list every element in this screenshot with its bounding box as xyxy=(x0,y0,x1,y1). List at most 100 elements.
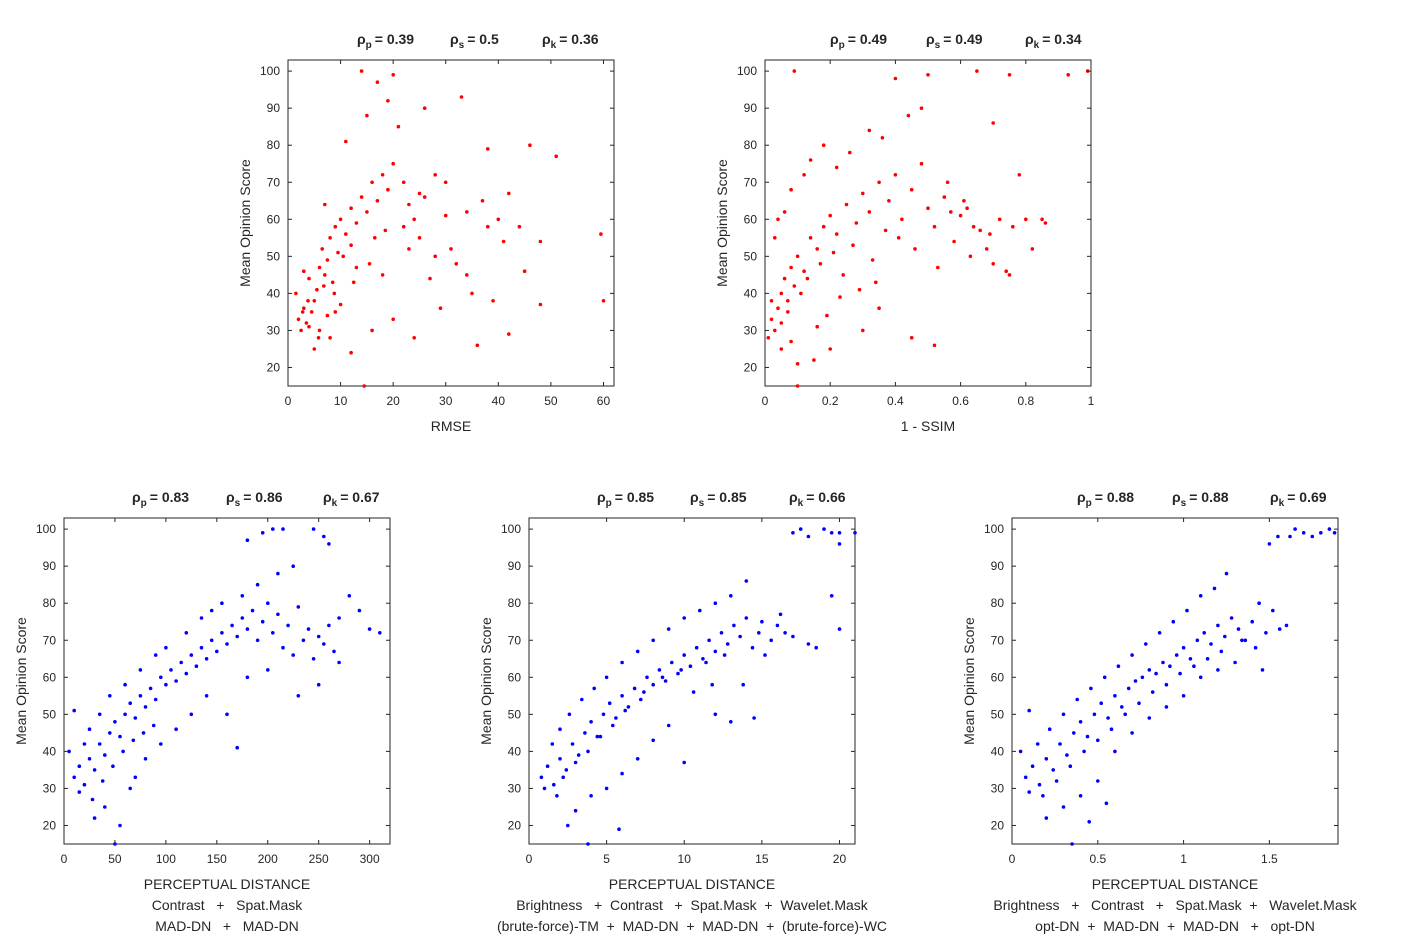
y-tick-label: 70 xyxy=(744,175,758,189)
data-point xyxy=(296,694,301,698)
data-point xyxy=(1229,616,1234,620)
data-point xyxy=(1250,619,1254,624)
x-tick-label: 50 xyxy=(108,852,122,866)
data-point xyxy=(620,660,624,665)
rho-value: = 0.5 xyxy=(467,31,499,47)
data-point xyxy=(614,716,618,720)
data-point xyxy=(978,228,982,233)
data-point xyxy=(744,579,749,583)
data-point xyxy=(199,616,204,620)
x-tick-label: 0 xyxy=(285,394,292,408)
data-point xyxy=(1030,764,1035,768)
data-point xyxy=(1277,627,1282,631)
data-point xyxy=(386,187,390,192)
data-point xyxy=(538,239,543,244)
data-point xyxy=(877,180,881,185)
data-point xyxy=(991,262,995,266)
x-tick-label: 300 xyxy=(360,852,380,866)
x-tick-label: 0 xyxy=(61,852,68,866)
data-point xyxy=(595,734,600,739)
data-point xyxy=(367,627,372,631)
y-tick-label: 100 xyxy=(984,522,1004,536)
data-point xyxy=(143,757,148,761)
data-point xyxy=(312,347,317,351)
data-point xyxy=(792,69,797,73)
data-point xyxy=(322,534,326,539)
rho-value: = 0.39 xyxy=(375,31,415,47)
data-point xyxy=(311,527,316,531)
data-point xyxy=(861,328,865,333)
data-point xyxy=(159,675,163,680)
data-point xyxy=(417,191,422,196)
data-point xyxy=(286,623,290,628)
rho-subscript: p xyxy=(1086,498,1092,509)
y-tick-label: 70 xyxy=(991,633,1005,647)
data-point xyxy=(822,527,826,531)
data-point xyxy=(522,269,527,274)
data-point xyxy=(798,527,803,531)
y-tick-label: 20 xyxy=(43,818,57,832)
data-point xyxy=(449,247,453,251)
data-point xyxy=(459,95,464,99)
x-tick-label: 0.2 xyxy=(822,394,839,408)
rho-symbol: ρ xyxy=(926,31,935,47)
rho-symbol: ρ xyxy=(1077,489,1086,505)
data-point xyxy=(72,708,76,713)
y-tick-label: 20 xyxy=(508,818,522,832)
data-point xyxy=(779,321,784,325)
rho-subscript: s xyxy=(935,40,941,51)
data-point xyxy=(601,299,606,303)
data-point xyxy=(300,310,305,314)
data-point xyxy=(1102,675,1107,680)
data-point xyxy=(330,280,335,285)
data-point xyxy=(971,224,976,229)
data-point xyxy=(465,273,469,277)
rho-value: = 0.34 xyxy=(1042,31,1082,47)
method-caption: (brute-force)-TM + MAD-DN + MAD-DN + (br… xyxy=(497,918,887,934)
data-point xyxy=(194,664,199,668)
data-point xyxy=(883,228,888,233)
data-point xyxy=(555,794,559,798)
data-point xyxy=(1035,742,1040,746)
data-point xyxy=(87,757,92,761)
y-tick-label: 70 xyxy=(508,633,522,647)
data-point xyxy=(1047,727,1052,731)
data-point xyxy=(802,173,806,177)
data-point xyxy=(576,753,581,757)
data-point xyxy=(1276,534,1280,539)
data-point xyxy=(1205,657,1210,661)
data-point xyxy=(517,224,522,229)
y-tick-label: 20 xyxy=(991,818,1005,832)
data-point xyxy=(100,779,105,783)
y-tick-label: 60 xyxy=(43,670,57,684)
rho-symbol: ρ xyxy=(690,489,699,505)
data-point xyxy=(1070,842,1074,846)
rho-subscript: k xyxy=(1034,40,1040,51)
data-point xyxy=(380,273,385,277)
data-point xyxy=(291,564,296,568)
data-point xyxy=(1066,73,1070,77)
data-point xyxy=(704,660,708,665)
data-point xyxy=(853,531,857,535)
y-tick-label: 90 xyxy=(43,559,57,573)
data-point xyxy=(861,191,865,196)
data-point xyxy=(607,701,612,705)
data-point xyxy=(1216,668,1220,672)
data-point xyxy=(775,623,780,628)
data-point xyxy=(113,720,117,724)
rho-value: = 0.66 xyxy=(806,489,846,505)
data-point xyxy=(617,827,621,831)
data-point xyxy=(867,210,872,214)
y-tick-label: 100 xyxy=(501,522,521,536)
data-point xyxy=(312,299,317,303)
data-point xyxy=(657,668,662,672)
data-point xyxy=(204,694,209,698)
y-tick-label: 50 xyxy=(267,249,281,263)
y-tick-label: 60 xyxy=(267,212,281,226)
data-point xyxy=(133,716,138,720)
data-point xyxy=(769,317,774,322)
x-tick-label: 1.5 xyxy=(1261,852,1278,866)
method-caption: Brightness + Contrast + Spat.Mask + Wave… xyxy=(516,897,869,913)
rho-value: = 0.86 xyxy=(243,489,283,505)
data-point xyxy=(880,136,885,140)
